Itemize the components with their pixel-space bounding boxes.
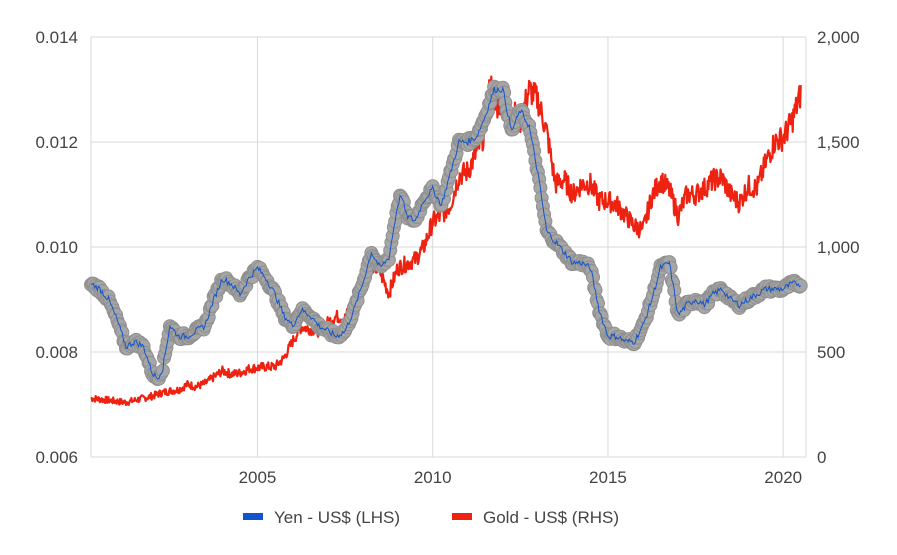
left-axis-tick-labels: 0.006 0.008 0.010 0.012 0.014 bbox=[35, 28, 78, 467]
x-tick-label: 2010 bbox=[414, 468, 452, 487]
left-tick-label: 0.010 bbox=[35, 238, 78, 257]
right-tick-label: 2,000 bbox=[817, 28, 860, 47]
legend-swatch-gold bbox=[452, 513, 472, 520]
right-axis-tick-labels: 0 500 1,000 1,500 2,000 bbox=[817, 28, 860, 467]
series-yen bbox=[84, 79, 808, 386]
left-tick-label: 0.008 bbox=[35, 343, 78, 362]
right-tick-label: 0 bbox=[817, 448, 826, 467]
legend-label-gold: Gold - US$ (RHS) bbox=[483, 508, 619, 527]
right-tick-label: 1,500 bbox=[817, 133, 860, 152]
series-layer bbox=[84, 75, 808, 406]
right-tick-label: 1,000 bbox=[817, 238, 860, 257]
x-tick-label: 2020 bbox=[764, 468, 802, 487]
series-line-yen bbox=[90, 85, 802, 380]
right-tick-label: 500 bbox=[817, 343, 845, 362]
series-line-gold bbox=[90, 75, 802, 406]
gridlines bbox=[90, 36, 807, 458]
left-tick-label: 0.014 bbox=[35, 28, 78, 47]
legend-label-yen: Yen - US$ (LHS) bbox=[274, 508, 400, 527]
legend-swatch-yen bbox=[243, 513, 263, 520]
left-tick-label: 0.006 bbox=[35, 448, 78, 467]
legend: Yen - US$ (LHS) Gold - US$ (RHS) bbox=[243, 508, 619, 527]
left-tick-label: 0.012 bbox=[35, 133, 78, 152]
x-tick-label: 2015 bbox=[589, 468, 627, 487]
x-tick-label: 2005 bbox=[239, 468, 277, 487]
x-axis-tick-labels: 2005 2010 2015 2020 bbox=[239, 468, 803, 487]
